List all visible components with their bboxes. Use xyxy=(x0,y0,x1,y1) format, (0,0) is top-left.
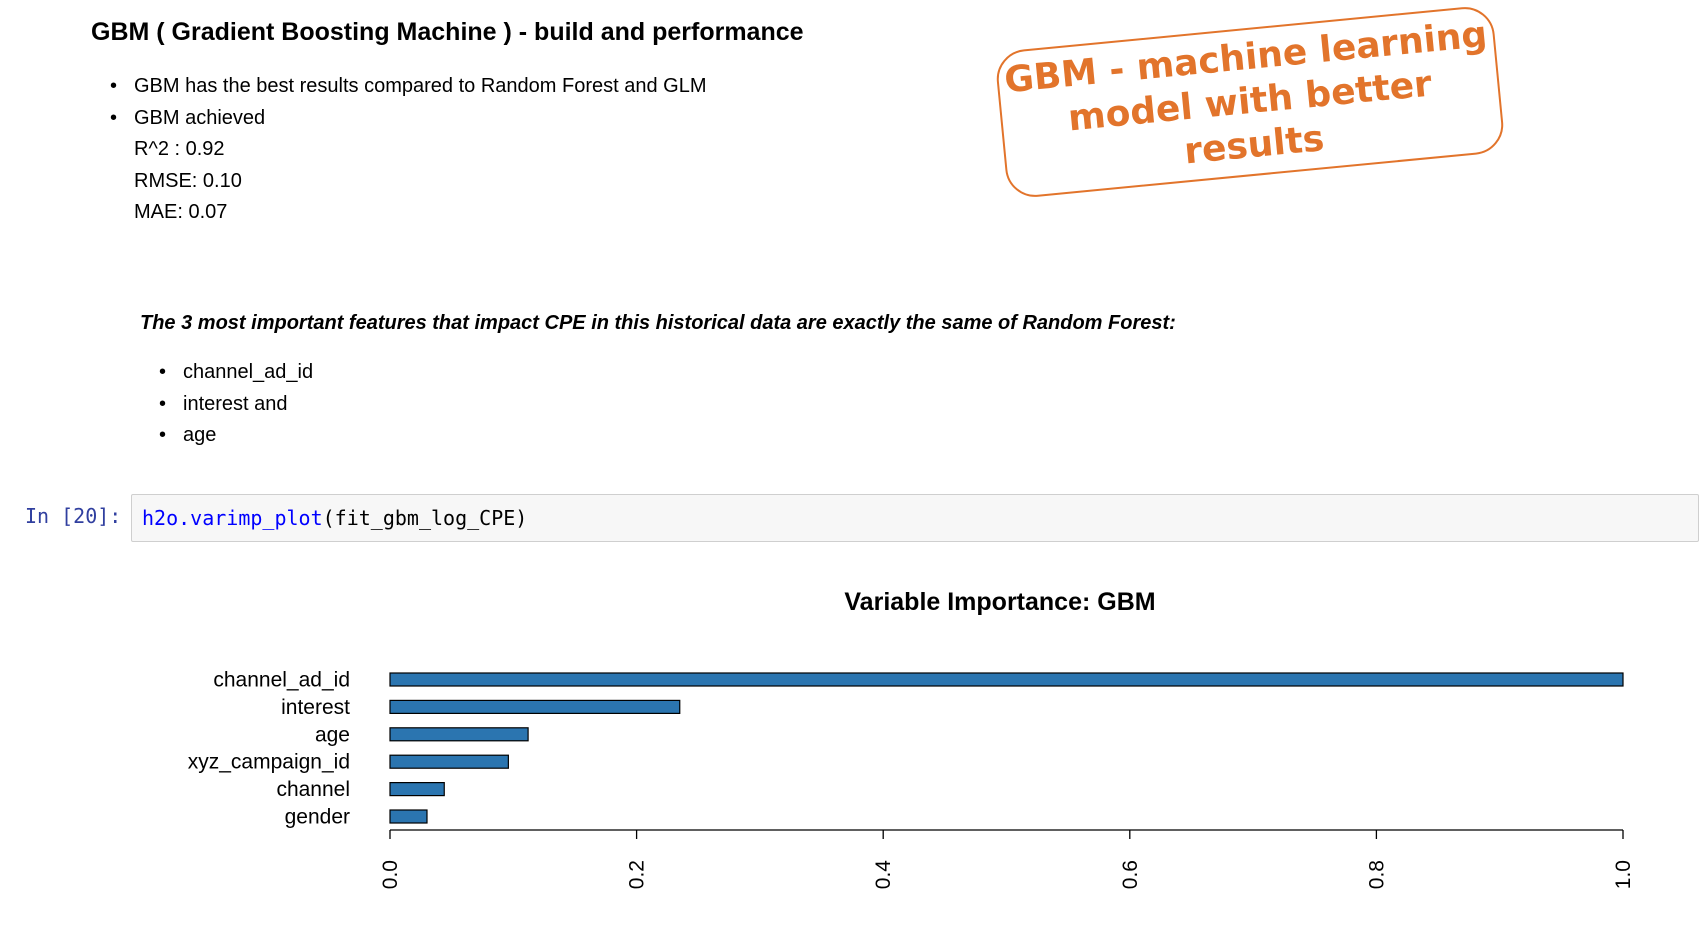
code-args: (fit_gbm_log_CPE) xyxy=(322,506,528,530)
bar-channel_ad_id xyxy=(389,672,1624,687)
x-tick-label-3: 0.6 xyxy=(1119,860,1142,889)
section-heading: GBM ( Gradient Boosting Machine ) - buil… xyxy=(91,18,804,46)
x-tick-label-1: 0.2 xyxy=(626,860,649,889)
bar-gender xyxy=(389,809,428,824)
bullet-icon: • xyxy=(159,424,167,446)
category-label-xyz_campaign_id: xyz_campaign_id xyxy=(188,751,350,774)
bullet-icon: • xyxy=(159,361,167,383)
list-item: • GBM achieved xyxy=(91,103,706,135)
variable-importance-chart: Variable Importance: GBM channel_ad_idint… xyxy=(188,588,1635,890)
category-label-channel_ad_id: channel_ad_id xyxy=(213,669,350,692)
feature-text: age xyxy=(183,424,217,446)
features-list: • channel_ad_id • interest and • age xyxy=(140,357,313,452)
bullet-icon: • xyxy=(110,75,118,97)
category-label-gender: gender xyxy=(285,806,350,829)
list-item: • interest and xyxy=(140,389,313,421)
x-tick-label-2: 0.4 xyxy=(872,860,895,890)
list-item: • channel_ad_id xyxy=(140,357,313,389)
bar-channel xyxy=(389,782,445,797)
feature-text: channel_ad_id xyxy=(183,361,314,383)
x-tick-label-0: 0.0 xyxy=(379,860,402,889)
x-tick-label-4: 0.8 xyxy=(1365,860,1388,889)
bullet-text: GBM has the best results compared to Ran… xyxy=(134,75,707,97)
bar-age xyxy=(389,727,529,742)
bar-xyz_campaign_id xyxy=(389,754,509,769)
chart-title: Variable Importance: GBM xyxy=(844,588,1155,616)
callout-annotation: GBM - machine learning model with better… xyxy=(994,4,1506,200)
bar-interest xyxy=(389,699,681,715)
metric-r2: R^2 : 0.92 xyxy=(134,138,225,160)
category-label-interest: interest xyxy=(281,696,350,719)
bullet-icon: • xyxy=(110,106,118,129)
metric-mae: MAE: 0.07 xyxy=(134,201,228,223)
bullet-icon: • xyxy=(159,392,167,415)
cell-prompt: In [20]: xyxy=(25,504,122,528)
metric-rmse: RMSE: 0.10 xyxy=(134,169,242,192)
bullet-text: GBM achieved xyxy=(134,106,266,129)
code-function: h2o.varimp_plot xyxy=(142,506,323,530)
category-label-age: age xyxy=(315,723,350,746)
list-item: • age xyxy=(140,420,313,452)
feature-text: interest and xyxy=(183,392,288,415)
x-tick-label-5: 1.0 xyxy=(1612,860,1635,889)
list-item: • GBM has the best results compared to Ra… xyxy=(91,71,706,103)
results-list: • GBM has the best results compared to Ra… xyxy=(91,71,706,229)
code-input[interactable]: h2o.varimp_plot(fit_gbm_log_CPE) xyxy=(131,494,1699,542)
category-label-channel: channel xyxy=(276,778,350,801)
features-title: The 3 most important features that impac… xyxy=(140,312,1176,334)
